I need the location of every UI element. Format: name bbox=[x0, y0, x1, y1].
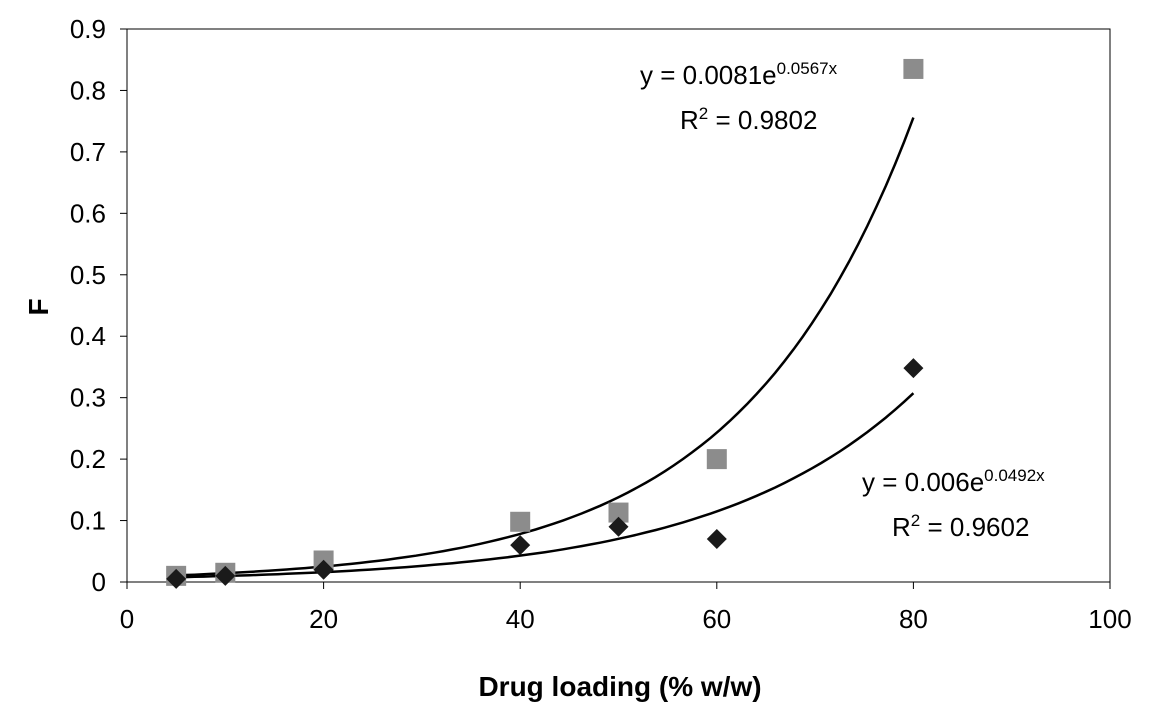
x-axis-title: Drug loading (% w/w) bbox=[478, 671, 761, 702]
equation-diamonds-exponent: 0.0492x bbox=[984, 466, 1045, 485]
r2-diamonds-value: = 0.9602 bbox=[920, 512, 1029, 542]
y-tick-label: 0.6 bbox=[70, 198, 106, 228]
point-diamonds bbox=[510, 535, 531, 556]
x-tick-label: 0 bbox=[120, 604, 134, 634]
r2-squares-value: = 0.9802 bbox=[708, 105, 817, 135]
point-diamonds bbox=[166, 568, 187, 589]
x-tick-label: 100 bbox=[1088, 604, 1131, 634]
y-axis-title: F bbox=[23, 298, 54, 315]
y-tick-label: 0.7 bbox=[70, 137, 106, 167]
point-squares bbox=[706, 449, 727, 470]
r2-squares-symbol: R bbox=[680, 105, 699, 135]
equation-squares-base: y = 0.0081e bbox=[640, 60, 777, 90]
equation-squares: y = 0.0081e0.0567x bbox=[640, 59, 838, 90]
r2-diamonds-symbol: R bbox=[892, 512, 911, 542]
r2-diamonds-power: 2 bbox=[911, 511, 920, 530]
y-tick-label: 0.8 bbox=[70, 75, 106, 105]
y-tick-label: 0.1 bbox=[70, 506, 106, 536]
x-tick-label: 20 bbox=[309, 604, 338, 634]
r2-squares-power: 2 bbox=[699, 104, 708, 123]
equation-diamonds-base: y = 0.006e bbox=[862, 467, 984, 497]
point-diamonds bbox=[903, 358, 924, 379]
y-tick-label: 0.9 bbox=[70, 14, 106, 44]
point-diamonds bbox=[706, 528, 727, 549]
equation-squares-exponent: 0.0567x bbox=[777, 59, 838, 78]
x-tick-label: 40 bbox=[506, 604, 535, 634]
point-squares bbox=[608, 502, 629, 523]
x-axis: 0 20 40 60 80 100 bbox=[120, 582, 1132, 634]
y-tick-label: 0.4 bbox=[70, 321, 106, 351]
equation-diamonds: y = 0.006e0.0492x bbox=[862, 466, 1045, 497]
point-diamonds bbox=[608, 516, 629, 537]
point-squares bbox=[903, 58, 924, 79]
trendline-diamonds bbox=[176, 392, 915, 579]
y-tick-label: 0.5 bbox=[70, 260, 106, 290]
r2-squares: R2 = 0.9802 bbox=[680, 104, 817, 135]
trendlines bbox=[176, 117, 915, 579]
plot-area bbox=[126, 28, 1111, 583]
y-tick-label: 0 bbox=[92, 567, 106, 597]
point-diamonds bbox=[215, 565, 236, 586]
point-diamonds bbox=[313, 559, 334, 580]
x-tick-label: 60 bbox=[702, 604, 731, 634]
trendline-squares bbox=[176, 117, 915, 577]
data-points bbox=[166, 58, 924, 589]
y-tick-label: 0.2 bbox=[70, 444, 106, 474]
r2-diamonds: R2 = 0.9602 bbox=[892, 511, 1029, 542]
x-tick-label: 80 bbox=[899, 604, 928, 634]
y-axis: 0 0.1 0.2 0.3 0.4 0.5 0.6 0.7 0.8 0.9 bbox=[70, 14, 127, 597]
point-squares bbox=[510, 511, 531, 532]
y-tick-label: 0.3 bbox=[70, 383, 106, 413]
